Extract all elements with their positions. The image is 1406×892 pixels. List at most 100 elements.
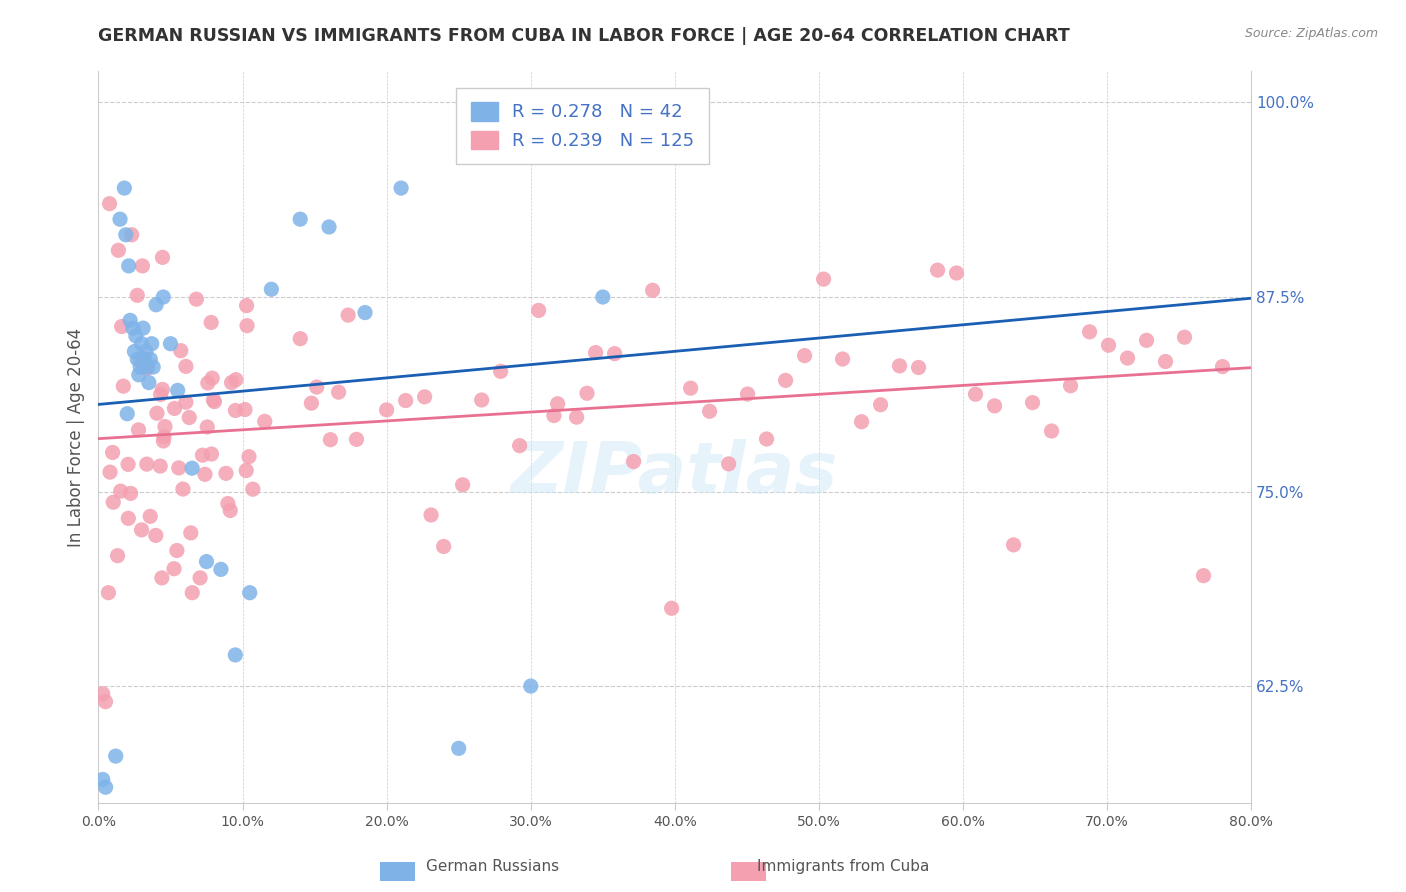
Immigrants from Cuba: [101, 445, 124, 459]
Immigrants from Cuba: [290, 332, 312, 346]
German Russians: [447, 741, 470, 756]
Legend: R = 0.278   N = 42, R = 0.239   N = 125: R = 0.278 N = 42, R = 0.239 N = 125: [457, 87, 709, 164]
Immigrants from Cuba: [813, 272, 835, 286]
Immigrants from Cuba: [235, 464, 257, 478]
Immigrants from Cuba: [135, 457, 157, 471]
Immigrants from Cuba: [737, 387, 759, 401]
Immigrants from Cuba: [225, 403, 247, 417]
Immigrants from Cuba: [146, 406, 169, 420]
Immigrants from Cuba: [221, 376, 243, 390]
Immigrants from Cuba: [305, 380, 328, 394]
Immigrants from Cuba: [755, 432, 778, 446]
German Russians: [131, 336, 153, 351]
Immigrants from Cuba: [112, 379, 135, 393]
Immigrants from Cuba: [623, 454, 645, 468]
German Russians: [125, 329, 148, 343]
German Russians: [91, 772, 114, 787]
Immigrants from Cuba: [121, 227, 143, 242]
Immigrants from Cuba: [186, 292, 208, 306]
German Russians: [139, 352, 162, 367]
Immigrants from Cuba: [1097, 338, 1119, 352]
Immigrants from Cuba: [167, 461, 190, 475]
Immigrants from Cuba: [188, 571, 211, 585]
Immigrants from Cuba: [191, 448, 214, 462]
Immigrants from Cuba: [166, 543, 188, 558]
Immigrants from Cuba: [103, 495, 125, 509]
Immigrants from Cuba: [91, 687, 114, 701]
Text: GERMAN RUSSIAN VS IMMIGRANTS FROM CUBA IN LABOR FORCE | AGE 20-64 CORRELATION CH: GERMAN RUSSIAN VS IMMIGRANTS FROM CUBA I…: [98, 27, 1070, 45]
Immigrants from Cuba: [204, 394, 226, 409]
German Russians: [135, 344, 157, 359]
Immigrants from Cuba: [1116, 351, 1139, 365]
Immigrants from Cuba: [851, 415, 873, 429]
Immigrants from Cuba: [603, 346, 626, 360]
Immigrants from Cuba: [965, 387, 987, 401]
German Russians: [224, 648, 246, 662]
Immigrants from Cuba: [110, 484, 132, 499]
Immigrants from Cuba: [195, 420, 218, 434]
Text: ZIPatlas: ZIPatlas: [512, 439, 838, 508]
Immigrants from Cuba: [194, 467, 217, 482]
German Russians: [152, 290, 174, 304]
Immigrants from Cuba: [139, 509, 162, 524]
German Russians: [136, 359, 159, 374]
Immigrants from Cuba: [717, 457, 740, 471]
Immigrants from Cuba: [983, 399, 1005, 413]
Immigrants from Cuba: [641, 283, 664, 297]
Immigrants from Cuba: [111, 319, 134, 334]
German Russians: [94, 780, 117, 795]
German Russians: [108, 212, 131, 227]
Immigrants from Cuba: [433, 540, 456, 554]
Immigrants from Cuba: [131, 523, 153, 537]
Immigrants from Cuba: [585, 345, 607, 359]
Immigrants from Cuba: [236, 318, 259, 333]
Immigrants from Cuba: [395, 393, 418, 408]
Immigrants from Cuba: [98, 196, 121, 211]
Immigrants from Cuba: [420, 508, 443, 522]
Text: Source: ZipAtlas.com: Source: ZipAtlas.com: [1244, 27, 1378, 40]
Immigrants from Cuba: [337, 308, 360, 322]
Immigrants from Cuba: [120, 486, 142, 500]
Immigrants from Cuba: [152, 434, 174, 448]
Immigrants from Cuba: [253, 414, 276, 428]
German Russians: [664, 103, 686, 118]
Immigrants from Cuba: [174, 395, 197, 409]
Immigrants from Cuba: [869, 398, 891, 412]
Immigrants from Cuba: [775, 373, 797, 387]
Immigrants from Cuba: [1002, 538, 1025, 552]
Immigrants from Cuba: [375, 403, 398, 417]
Immigrants from Cuba: [945, 266, 967, 280]
German Russians: [318, 219, 340, 234]
Immigrants from Cuba: [181, 585, 204, 599]
Immigrants from Cuba: [509, 439, 531, 453]
Immigrants from Cuba: [150, 571, 173, 585]
Immigrants from Cuba: [153, 430, 176, 444]
Immigrants from Cuba: [543, 409, 565, 423]
German Russians: [209, 562, 232, 576]
Immigrants from Cuba: [200, 447, 222, 461]
Immigrants from Cuba: [202, 392, 225, 407]
Immigrants from Cuba: [163, 562, 186, 576]
Immigrants from Cuba: [547, 397, 569, 411]
German Russians: [124, 344, 146, 359]
Immigrants from Cuba: [117, 511, 139, 525]
Text: German Russians: German Russians: [426, 859, 558, 874]
Immigrants from Cuba: [565, 410, 588, 425]
German Russians: [159, 336, 181, 351]
German Russians: [354, 305, 377, 319]
German Russians: [260, 282, 283, 296]
Immigrants from Cuba: [889, 359, 911, 373]
German Russians: [117, 407, 139, 421]
German Russians: [132, 321, 155, 335]
Immigrants from Cuba: [97, 585, 120, 599]
Immigrants from Cuba: [413, 390, 436, 404]
German Russians: [389, 181, 412, 195]
Immigrants from Cuba: [131, 259, 153, 273]
German Russians: [138, 376, 160, 390]
Immigrants from Cuba: [1154, 354, 1177, 368]
Immigrants from Cuba: [1040, 424, 1063, 438]
Immigrants from Cuba: [179, 410, 201, 425]
Immigrants from Cuba: [132, 351, 155, 366]
Immigrants from Cuba: [661, 601, 683, 615]
Immigrants from Cuba: [1021, 395, 1043, 409]
